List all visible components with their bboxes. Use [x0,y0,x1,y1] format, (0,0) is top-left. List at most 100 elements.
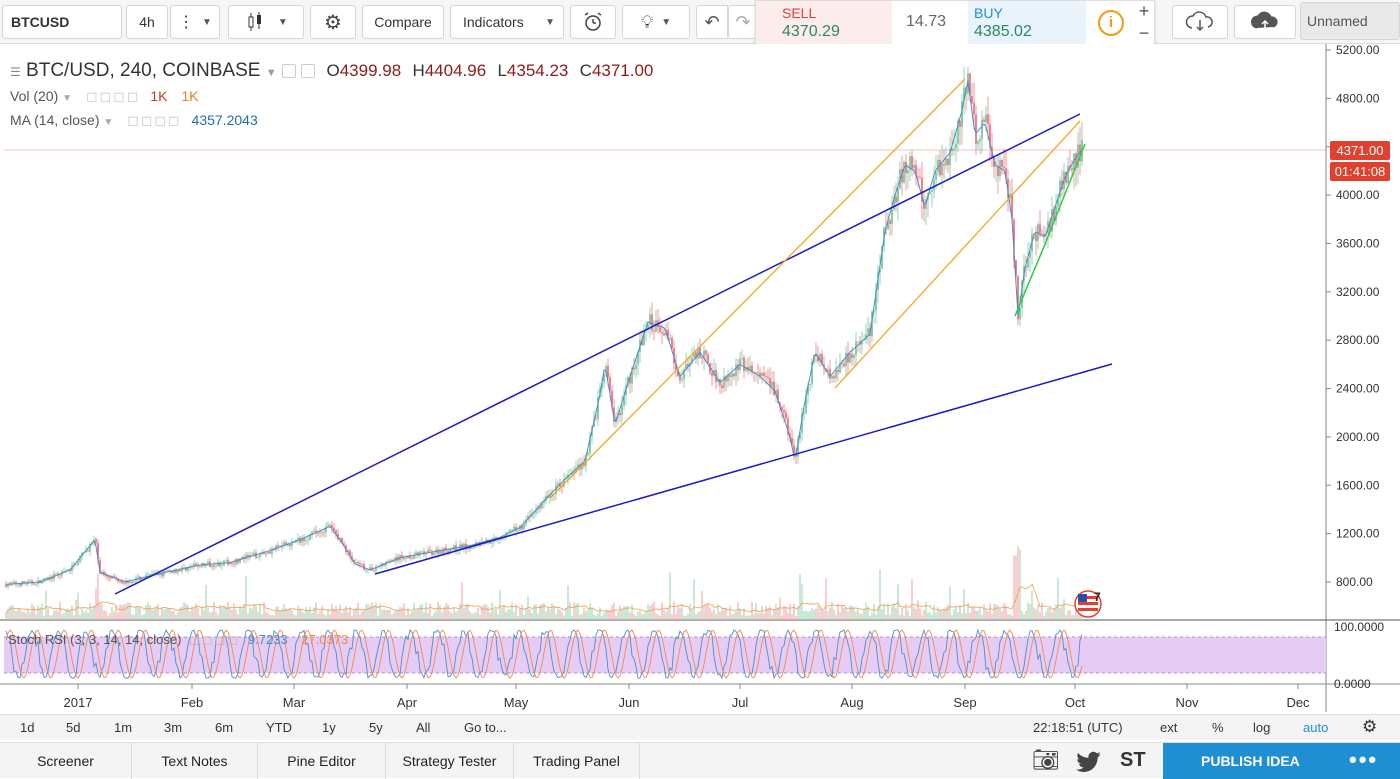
range-1m[interactable]: 1m [114,720,133,735]
indicators-button[interactable]: Indicators ▼ [450,5,564,39]
tab-strategy-tester[interactable]: Strategy Tester [386,743,514,779]
tab-text-notes[interactable]: Text Notes [132,743,258,779]
price-tick-label: 3600.00 [1336,236,1380,250]
range-1y[interactable]: 1y [322,720,336,735]
range-5d[interactable]: 5d [66,720,81,735]
undo-button[interactable]: ↶ [696,5,728,39]
price-chart[interactable]: 5200.004800.004400.004000.003600.003200.… [0,43,1400,714]
settings-button[interactable]: ⚙ [310,5,356,39]
bar-countdown-label: 01:41:08 [1330,162,1390,181]
log-toggle[interactable]: log [1253,720,1271,735]
range-6m[interactable]: 6m [215,720,234,735]
chart-area[interactable]: 5200.004800.004400.004000.003600.003200.… [0,43,1400,714]
price-tick-label: 1600.00 [1336,478,1380,492]
ext-toggle[interactable]: ext [1160,720,1178,735]
stocktwits-icon[interactable]: ST [1120,749,1146,771]
volume-legend-controls-icon[interactable]: ◻◻◻◻ [85,88,141,104]
ma-legend-caret-icon[interactable]: ▼ [103,117,114,128]
alert-button[interactable] [570,5,616,39]
legend-eye-icon[interactable] [281,63,296,78]
volume-legend: Vol (20) ▼ ◻◻◻◻ 1K 1K [10,88,198,105]
interval-select[interactable]: 4h [126,5,168,39]
buy-button[interactable]: BUY 4385.02 [968,1,1086,45]
chart-style-button[interactable]: ▼ [228,5,304,39]
publish-idea-button[interactable]: PUBLISH IDEA ••• [1163,743,1400,779]
legend-title: BTC/USD, 240, COINBASE [26,60,261,81]
ideas-button[interactable]: 💡︎ ▼ [622,5,690,39]
price-tick-label: 1200.00 [1336,527,1380,541]
time-axis-ticks: 2017 Feb Mar Apr May Jun Jul Aug Sep Oct Nov Dec [64,684,1310,710]
ohlc-open-label: O [326,61,340,80]
redo-button[interactable]: ↷ [728,5,758,39]
time-tick-label: Jul [732,695,749,710]
time-tick-label: Jun [619,695,640,710]
trendline-upper-blue [114,113,1081,595]
tab-pine-editor[interactable]: Pine Editor [258,743,386,779]
cloud-download-icon [1185,11,1213,32]
utc-clock[interactable]: 22:18:51 (UTC) [1033,720,1123,735]
time-tick-label: Mar [283,695,306,710]
volume-legend-label: Vol (20) [10,88,59,104]
ohlc-close-value: 4371.00 [591,61,654,80]
stoch-legend-controls-icon[interactable]: ◻◻◻◻ [189,632,241,647]
zoom-out-button[interactable]: − [1138,23,1150,43]
range-all[interactable]: All [416,720,431,735]
goto-button[interactable]: Go to... [464,720,507,735]
ma-legend-controls-icon[interactable]: ◻◻◻◻ [127,112,182,128]
camera-icon[interactable]: 📷︎ [1032,747,1060,772]
interval-more-icon[interactable]: ⋮ ▼ [170,5,220,39]
current-price-label: 4371.00 [1330,141,1390,160]
stoch-k-line [5,628,1083,680]
time-tick-label: Dec [1286,695,1310,710]
buy-price: 4385.02 [974,23,1032,40]
legend-collapse-icon[interactable]: ☰ [10,65,21,79]
range-5y[interactable]: 5y [369,720,383,735]
price-tick-label: 4800.00 [1336,91,1380,105]
load-layout-button[interactable] [1172,5,1228,39]
ohlc-high-label: H [412,61,425,80]
redo-icon: ↷ [735,11,751,32]
legend-gear-icon[interactable] [301,63,316,78]
symbol-search[interactable]: BTCUSD [2,5,122,39]
price-tick-label: 800.00 [1336,575,1373,589]
ohlc-low-label: L [497,61,507,80]
stoch-d-line [5,629,1083,679]
volume-bars [5,546,1083,620]
price-tick-label: 4000.00 [1336,188,1380,202]
trendline-lower-blue [374,363,1113,575]
stoch-d-value: 27.0373 [301,632,349,647]
range-3m[interactable]: 3m [164,720,183,735]
info-button[interactable]: i [1098,10,1124,36]
channel-orange-lower [834,120,1081,389]
time-tick-label: Aug [840,695,863,710]
legend-caret-icon[interactable]: ▼ [265,67,277,79]
time-tick-label: May [504,695,529,710]
spread-value: 14.73 [906,13,947,30]
event-badge[interactable]: 7 [1074,590,1102,618]
range-settings-gear-icon[interactable]: ⚙ [1362,717,1378,736]
range-1d[interactable]: 1d [20,720,35,735]
layout-name-button[interactable]: Unnamed [1300,2,1400,40]
trade-widget: SELL 4370.29 14.73 BUY 4385.02 i + − [755,0,1155,46]
time-tick-label: Oct [1065,695,1086,710]
time-tick-label: Sep [953,695,976,710]
more-options-icon[interactable]: ••• [1349,747,1379,772]
percent-toggle[interactable]: % [1212,720,1224,735]
auto-toggle[interactable]: auto [1303,720,1329,735]
price-tick-label: 2800.00 [1336,333,1380,347]
zoom-in-button[interactable]: + [1138,1,1150,21]
save-layout-button[interactable] [1234,5,1296,39]
twitter-icon[interactable] [1076,751,1102,773]
channel-orange-upper [549,78,966,499]
main-legend: ☰ BTC/USD, 240, COINBASE ▼ O4399.98 H440… [10,60,653,82]
footer-bar: Screener Text Notes Pine Editor Strategy… [0,742,1400,779]
gear-icon: ⚙ [324,11,342,34]
tab-trading-panel[interactable]: Trading Panel [514,743,640,779]
tab-screener[interactable]: Screener [0,743,132,779]
volume-legend-caret-icon[interactable]: ▼ [62,93,73,104]
publish-idea-label: PUBLISH IDEA [1201,753,1300,769]
trendline-green [1042,143,1086,250]
compare-button[interactable]: Compare [362,5,444,39]
sell-button[interactable]: SELL 4370.29 [756,1,892,45]
range-ytd[interactable]: YTD [266,720,292,735]
